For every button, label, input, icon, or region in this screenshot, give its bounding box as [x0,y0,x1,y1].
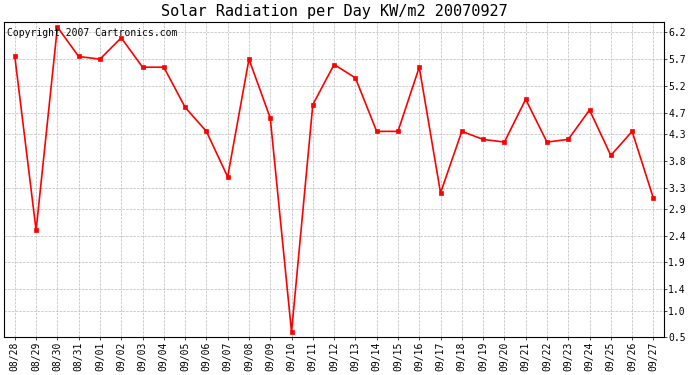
Text: Copyright 2007 Cartronics.com: Copyright 2007 Cartronics.com [8,28,178,38]
Title: Solar Radiation per Day KW/m2 20070927: Solar Radiation per Day KW/m2 20070927 [161,4,507,19]
